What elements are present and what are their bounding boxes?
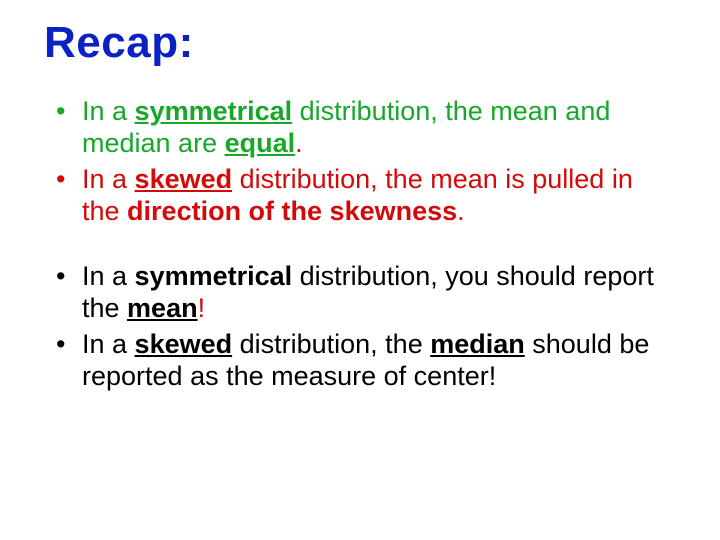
bullet-gap — [56, 231, 672, 261]
text-span: equal — [225, 128, 296, 158]
text-span: skewed — [135, 164, 233, 194]
text-span: median — [430, 329, 525, 359]
text-span: In a — [82, 261, 135, 291]
text-span: distribution, the — [232, 329, 430, 359]
text-span: ! — [198, 293, 206, 323]
bullet-list: In a symmetrical distribution, the mean … — [40, 96, 680, 393]
text-span: . — [295, 128, 303, 158]
bullet-item: In a symmetrical distribution, you shoul… — [56, 261, 672, 325]
text-span: In a — [82, 164, 135, 194]
text-span: . — [457, 196, 465, 226]
text-span: symmetrical — [135, 261, 300, 291]
text-span: symmetrical — [135, 96, 293, 126]
slide-title: Recap: — [40, 18, 680, 68]
bullet-item: In a skewed distribution, the mean is pu… — [56, 164, 672, 228]
text-span: mean — [127, 293, 198, 323]
slide: Recap: In a symmetrical distribution, th… — [0, 0, 720, 540]
text-span: skewed — [135, 329, 233, 359]
bullet-item: In a skewed distribution, the median sho… — [56, 329, 672, 393]
text-span: In a — [82, 329, 135, 359]
text-span: direction of the skewness — [127, 196, 457, 226]
text-span: In a — [82, 96, 135, 126]
bullet-item: In a symmetrical distribution, the mean … — [56, 96, 672, 160]
